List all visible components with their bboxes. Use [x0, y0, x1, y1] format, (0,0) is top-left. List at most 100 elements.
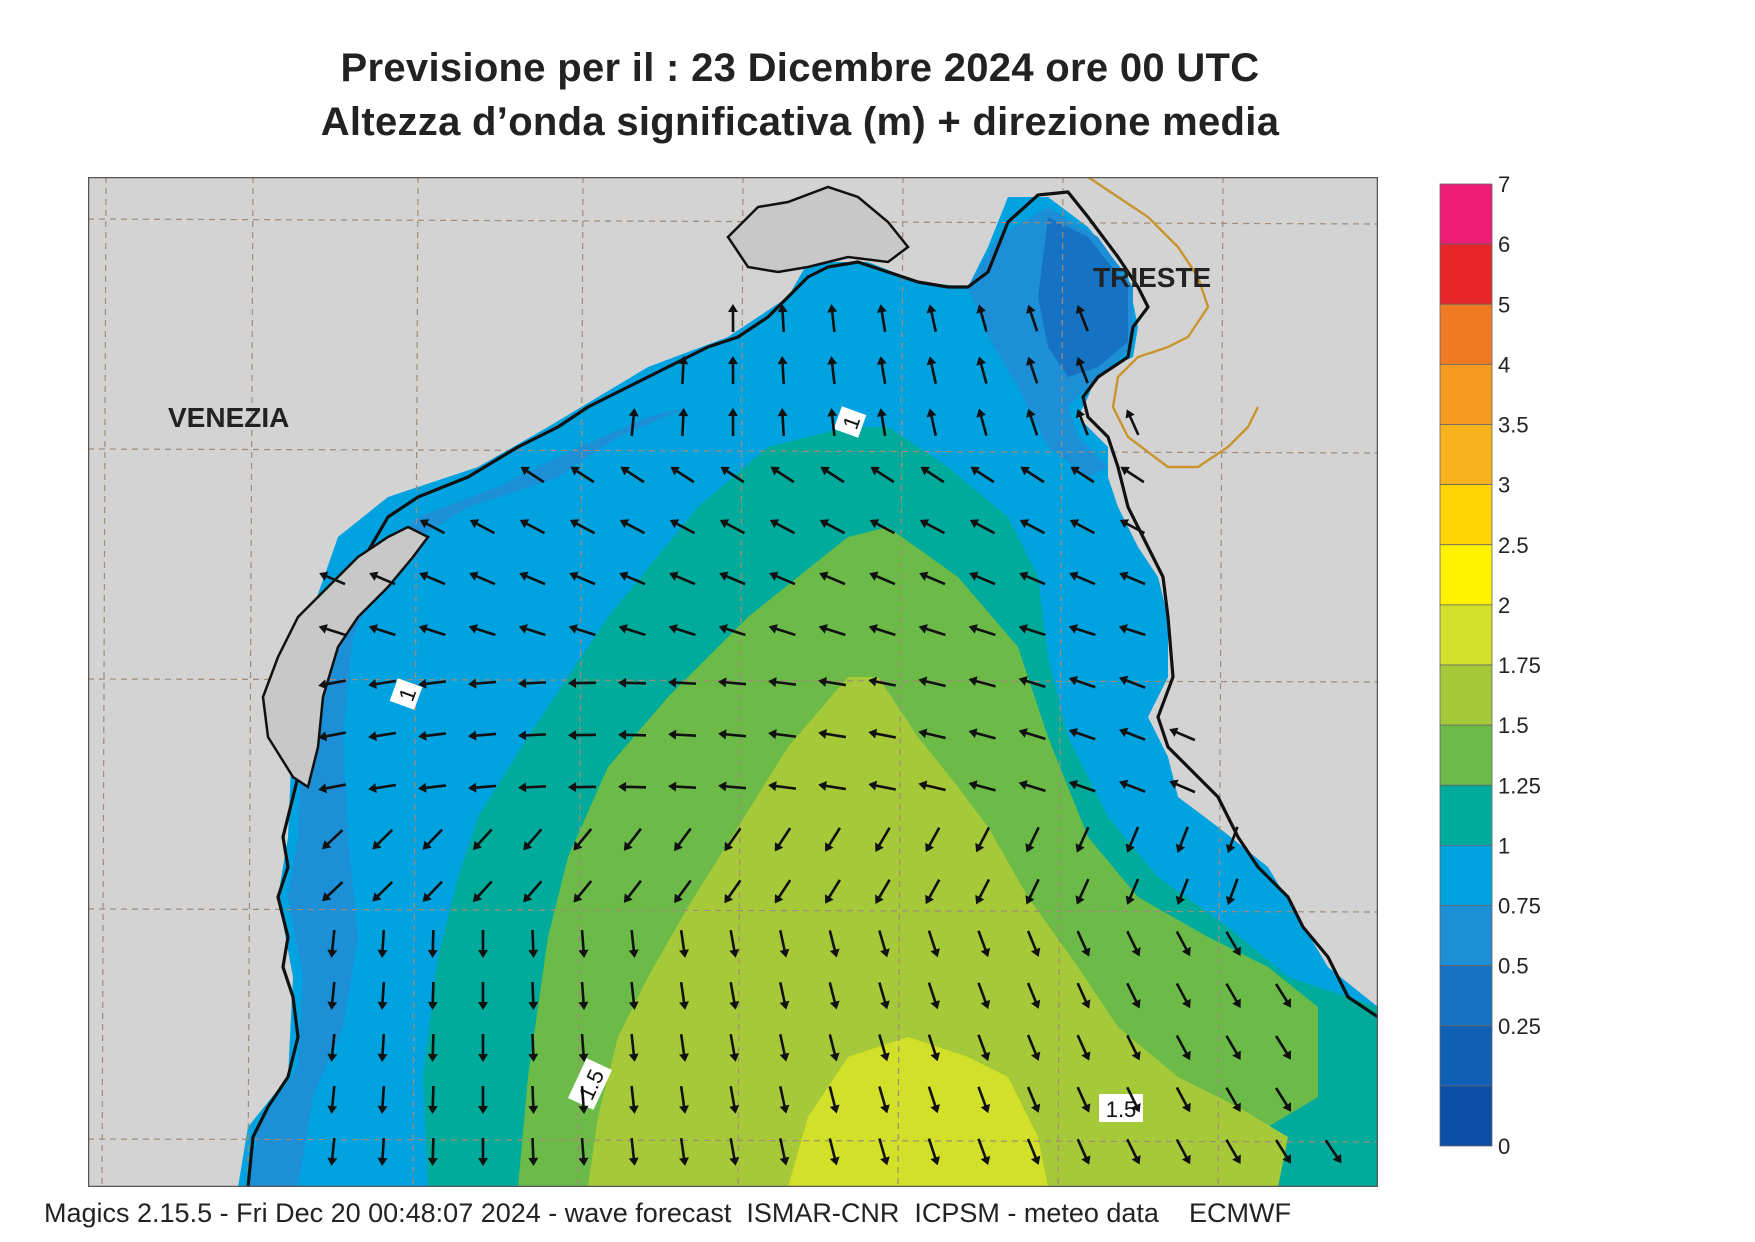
direction-arrow	[372, 880, 394, 902]
direction-arrow	[1119, 571, 1146, 586]
direction-arrow	[1068, 727, 1096, 741]
direction-arrow	[1026, 304, 1039, 332]
legend-label: 1.5	[1498, 713, 1529, 738]
direction-arrow	[1125, 409, 1140, 436]
direction-arrow	[678, 356, 689, 385]
direction-arrow	[975, 878, 991, 905]
direction-arrow	[876, 304, 887, 333]
direction-arrow	[1175, 878, 1189, 905]
direction-arrow	[1026, 408, 1039, 436]
direction-arrow	[1119, 727, 1146, 741]
direction-arrow	[368, 679, 397, 690]
direction-arrow	[478, 1033, 489, 1062]
direction-arrow	[1075, 878, 1090, 905]
direction-arrow	[1075, 409, 1089, 436]
direction-arrow	[968, 624, 996, 637]
direction-arrow	[418, 624, 446, 637]
direction-arrow	[729, 1033, 740, 1062]
direction-arrow	[1175, 1138, 1191, 1165]
direction-arrow	[369, 571, 396, 586]
wave-band-1.5-1.75	[588, 677, 1288, 1187]
direction-arrow	[1120, 466, 1145, 484]
direction-arrow	[628, 929, 639, 958]
legend-label: 1.75	[1498, 653, 1541, 678]
direction-arrow	[1225, 1035, 1241, 1060]
direction-arrow	[1068, 779, 1096, 793]
direction-arrow	[619, 519, 646, 535]
direction-arrow	[828, 1086, 840, 1114]
direction-arrow	[977, 1138, 991, 1166]
direction-arrow	[1075, 305, 1089, 332]
direction-arrow	[778, 1138, 790, 1166]
direction-arrow	[578, 1085, 589, 1114]
direction-arrow	[422, 880, 443, 902]
direction-arrow	[875, 827, 891, 852]
direction-arrow	[1119, 675, 1146, 689]
direction-arrow	[1175, 1034, 1191, 1061]
direction-arrow	[578, 981, 589, 1010]
direction-arrow	[468, 678, 497, 689]
direction-arrow	[878, 1034, 890, 1062]
direction-arrow	[1126, 1138, 1141, 1165]
direction-arrow	[1026, 1034, 1041, 1061]
direction-arrow	[718, 729, 747, 740]
direction-arrow	[618, 781, 647, 792]
direction-arrow	[377, 929, 388, 958]
direction-arrow	[925, 878, 941, 905]
lat-lon-grid	[88, 177, 1378, 1187]
direction-arrow	[778, 1086, 790, 1114]
direction-arrow	[628, 981, 639, 1010]
direction-arrow	[876, 408, 887, 437]
direction-arrow	[1076, 982, 1091, 1009]
svg-text:1.5: 1.5	[1106, 1097, 1137, 1122]
legend-swatch	[1439, 243, 1493, 305]
direction-arrow	[778, 1034, 790, 1062]
direction-arrow	[518, 624, 546, 637]
direction-arrow	[578, 929, 589, 958]
direction-arrow	[668, 729, 697, 740]
direction-arrow	[1175, 930, 1191, 957]
direction-arrow	[678, 408, 689, 437]
direction-arrow	[519, 571, 546, 586]
direction-arrow	[478, 1085, 489, 1114]
city-label-trieste: TRIESTE	[1093, 262, 1211, 293]
legend-label: 1.25	[1498, 773, 1541, 798]
direction-arrow	[327, 1085, 338, 1114]
direction-arrow	[918, 780, 946, 792]
direction-arrow	[827, 408, 838, 437]
direction-arrow	[1126, 982, 1141, 1009]
direction-arrow	[518, 782, 547, 793]
direction-arrow	[668, 624, 696, 637]
direction-arrow	[377, 981, 388, 1010]
direction-arrow	[925, 826, 941, 853]
direction-arrow	[1225, 1087, 1241, 1112]
direction-arrow	[327, 1137, 338, 1166]
direction-arrow	[718, 624, 746, 637]
lagoon-islands	[261, 525, 430, 790]
direction-arrow	[919, 571, 946, 586]
direction-arrow	[377, 1137, 388, 1166]
direction-arrow	[1026, 1138, 1041, 1165]
direction-arrow	[1175, 826, 1189, 853]
direction-arrow	[1119, 779, 1146, 793]
legend-swatch	[1439, 544, 1493, 606]
map-frame	[88, 177, 1378, 1187]
direction-arrow	[1026, 982, 1041, 1009]
direction-arrow	[468, 730, 497, 741]
wave-height-map: VENEZIA TRIESTE 1 1 1.5 1.5	[88, 177, 1378, 1187]
direction-arrow	[976, 304, 988, 332]
direction-arrow	[977, 930, 991, 958]
direction-arrow	[568, 782, 597, 793]
contour-label-1-north: 1	[833, 406, 867, 438]
direction-arrow	[679, 1137, 689, 1166]
direction-arrow	[729, 929, 740, 958]
legend-swatch	[1439, 183, 1493, 245]
direction-arrow	[674, 879, 692, 904]
direction-arrow	[774, 879, 792, 904]
legend-label: 5	[1498, 292, 1510, 317]
direction-arrow	[377, 1085, 388, 1114]
direction-arrow	[377, 1033, 388, 1062]
direction-arrow	[818, 780, 847, 791]
legend-label: 4	[1498, 352, 1510, 377]
direction-arrow	[927, 930, 940, 958]
